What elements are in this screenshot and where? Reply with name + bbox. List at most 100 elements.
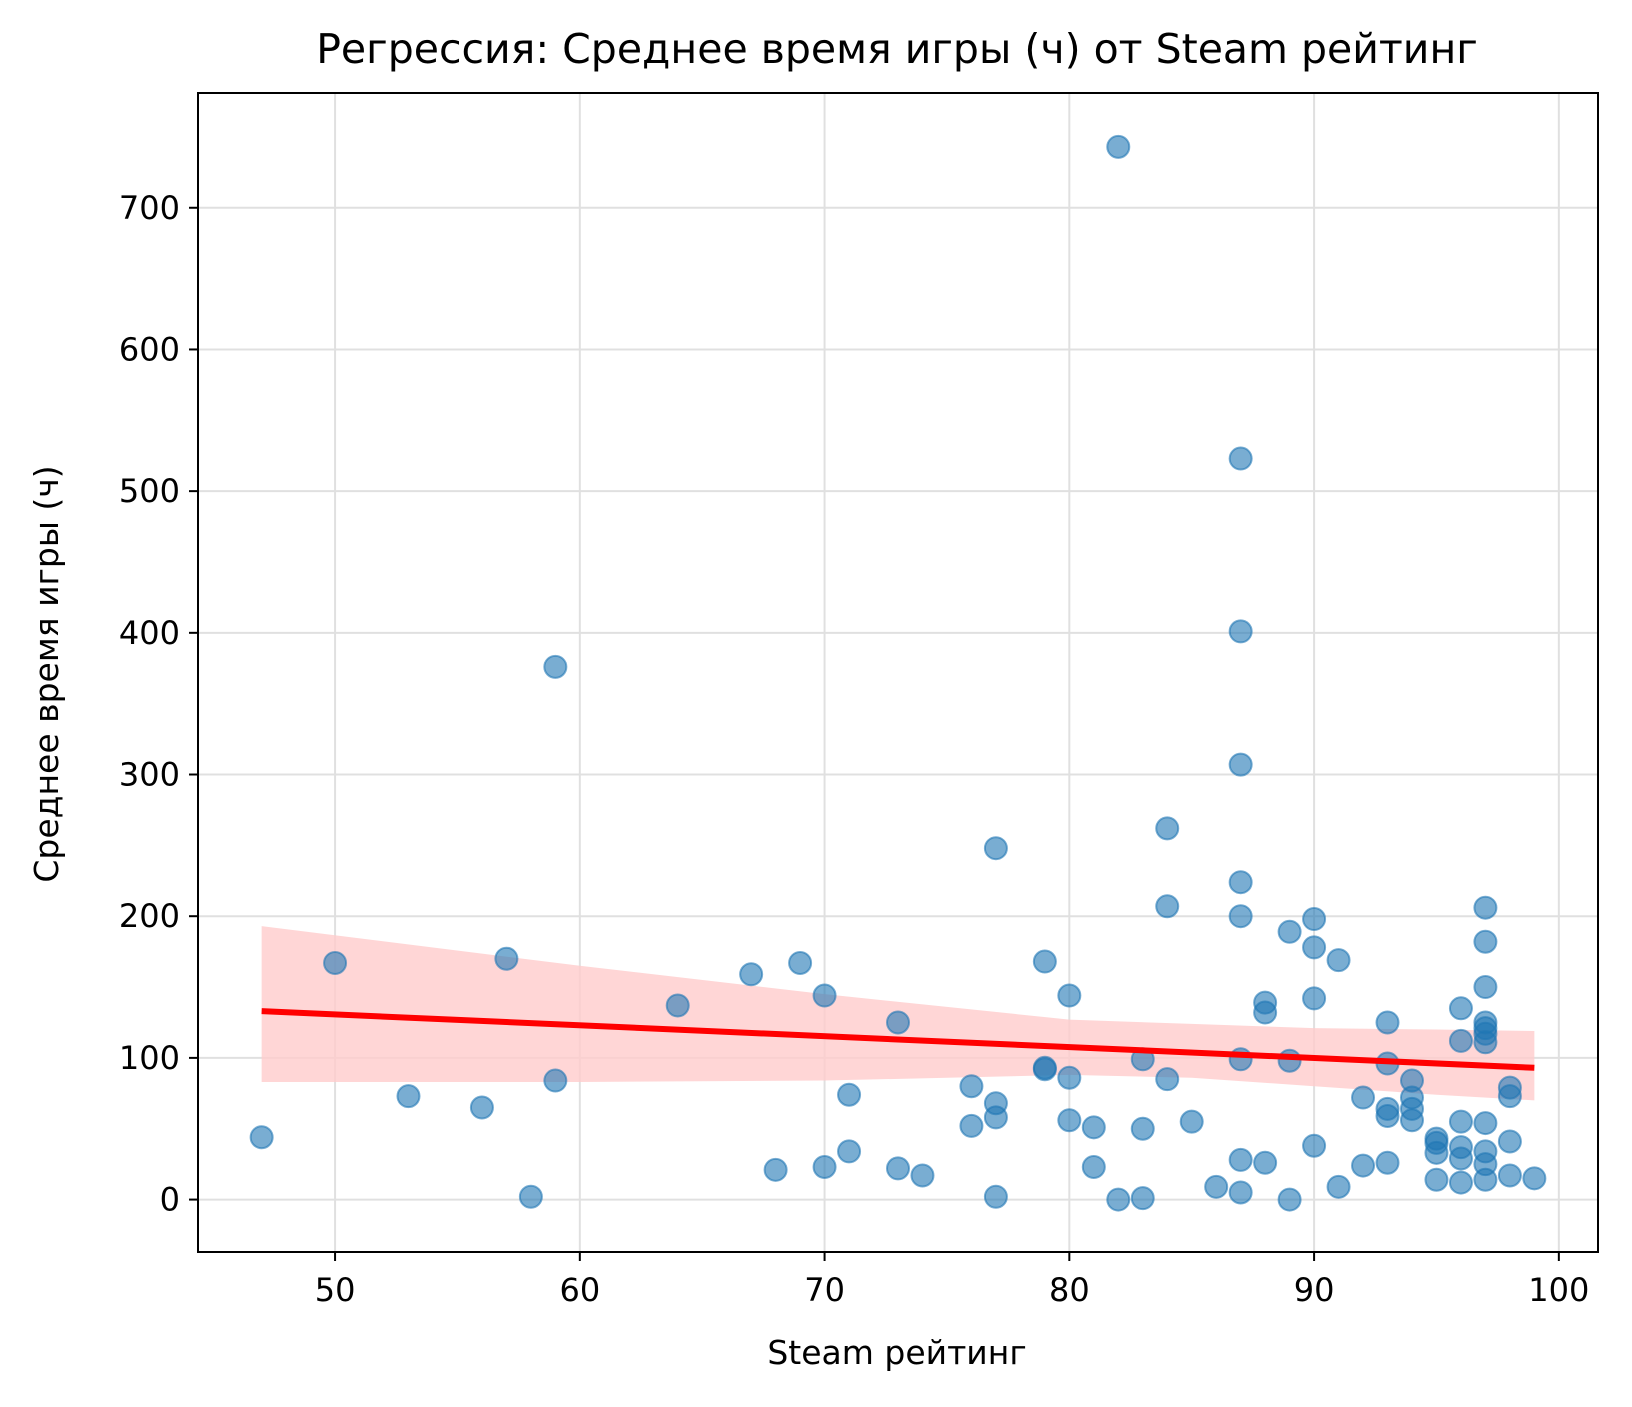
- x-axis-label: Steam рейтинг: [767, 1333, 1026, 1372]
- plot-frame: [197, 92, 1599, 1253]
- scatter-point: [1448, 1170, 1473, 1195]
- x-tick-label: 80: [1049, 1271, 1090, 1309]
- scatter-point: [1473, 1167, 1498, 1192]
- scatter-point: [323, 950, 348, 975]
- scatter-point: [1057, 1108, 1082, 1133]
- scatter-point: [763, 1157, 788, 1182]
- scatter-point: [1375, 1150, 1400, 1175]
- y-axis-ticks: 0 100 200 300 400 500 600 700: [119, 189, 198, 1219]
- scatter-point: [1277, 1048, 1302, 1073]
- scatter-point: [837, 1082, 862, 1107]
- scatter-point: [1106, 134, 1131, 159]
- scatter-point: [1277, 1187, 1302, 1212]
- scatter-point: [1473, 975, 1498, 1000]
- scatter-point: [1253, 1150, 1278, 1175]
- y-tick-label: 400: [119, 614, 180, 652]
- y-axis-label: Среднее время игры (ч): [27, 465, 66, 882]
- y-tick-label: 200: [119, 897, 180, 935]
- scatter-point: [1424, 1140, 1449, 1165]
- scatter-point: [543, 654, 568, 679]
- scatter-point: [983, 1105, 1008, 1130]
- scatter-point: [1351, 1153, 1376, 1178]
- scatter-point: [1473, 1111, 1498, 1136]
- scatter-point: [959, 1074, 984, 1099]
- scatter-point: [249, 1125, 274, 1150]
- scatter-point: [665, 993, 690, 1018]
- scatter-point: [1130, 1186, 1155, 1211]
- scatter-point: [1448, 996, 1473, 1021]
- scatter-point: [1448, 1146, 1473, 1171]
- scatter-point: [1155, 1067, 1180, 1092]
- scatter-point: [1155, 894, 1180, 919]
- scatter-point: [739, 962, 764, 987]
- scatter-point: [910, 1163, 935, 1188]
- grid: [198, 93, 1598, 1252]
- regression-line: [261, 1008, 1535, 1071]
- scatter-point: [886, 1156, 910, 1181]
- scatter-point: [1424, 1167, 1449, 1192]
- scatter-point: [1228, 446, 1253, 471]
- x-tick-label: 60: [559, 1271, 600, 1309]
- scatter-point: [1204, 1174, 1229, 1199]
- scatter-point: [788, 950, 813, 975]
- scatter-point: [396, 1084, 421, 1109]
- scatter-point: [1473, 929, 1498, 954]
- x-tick-label: 90: [1294, 1271, 1335, 1309]
- scatter-point: [1277, 919, 1302, 944]
- scatter-point: [1253, 1000, 1278, 1025]
- regression-line-path: [261, 1008, 1535, 1071]
- scatter-point: [1228, 904, 1253, 929]
- scatter-point: [1228, 870, 1253, 895]
- y-tick-label: 300: [119, 756, 180, 794]
- scatter-point: [1448, 1028, 1473, 1053]
- scatter-point: [959, 1113, 984, 1138]
- scatter-point: [1302, 1133, 1327, 1158]
- scatter-point: [1130, 1116, 1155, 1141]
- scatter-point: [543, 1068, 568, 1093]
- scatter-point: [1522, 1166, 1547, 1191]
- scatter-point: [1351, 1085, 1376, 1110]
- scatter-point: [1448, 1109, 1473, 1134]
- scatter-point: [1228, 1180, 1253, 1205]
- scatter-point: [983, 1184, 1008, 1209]
- scatter-point: [1228, 619, 1253, 644]
- scatter-point: [1399, 1108, 1424, 1133]
- scatter-point: [1081, 1115, 1106, 1140]
- scatter-point: [1155, 816, 1180, 841]
- scatter-point: [1081, 1154, 1106, 1179]
- scatter-point: [469, 1095, 494, 1120]
- scatter-point: [812, 983, 837, 1008]
- scatter-point: [1228, 752, 1253, 777]
- scatter-point: [837, 1139, 862, 1164]
- scatter-point: [1497, 1129, 1522, 1154]
- scatter-point: [1375, 1010, 1400, 1035]
- scatter-point: [812, 1154, 837, 1179]
- scatter-point: [494, 946, 519, 971]
- chart-title: Регрессия: Среднее время игры (ч) от Ste…: [316, 25, 1478, 73]
- scatter-points: [249, 134, 1547, 1212]
- x-tick-label: 70: [804, 1271, 845, 1309]
- scatter-point: [1032, 949, 1057, 974]
- scatter-point: [1106, 1187, 1131, 1212]
- x-tick-label: 100: [1528, 1271, 1589, 1309]
- x-tick-label: 50: [315, 1271, 356, 1309]
- scatter-point: [1302, 907, 1327, 932]
- scatter-point: [1032, 1057, 1057, 1082]
- x-axis-ticks: 50 60 70 80 90 100: [315, 1252, 1589, 1309]
- scatter-point: [886, 1010, 910, 1035]
- scatter-point: [1326, 948, 1351, 973]
- scatter-point: [1326, 1174, 1351, 1199]
- scatter-point: [983, 836, 1008, 861]
- scatter-point: [1057, 1065, 1082, 1090]
- scatter-point: [1497, 1084, 1522, 1109]
- y-tick-label: 0: [160, 1181, 180, 1219]
- scatter-point: [1057, 983, 1082, 1008]
- scatter-point: [1473, 895, 1498, 920]
- scatter-point: [1497, 1163, 1522, 1188]
- y-tick-label: 600: [119, 330, 180, 368]
- scatter-point: [1228, 1147, 1253, 1172]
- scatter-point: [1375, 1103, 1400, 1128]
- scatter-point: [1302, 935, 1327, 960]
- y-tick-label: 100: [119, 1039, 180, 1077]
